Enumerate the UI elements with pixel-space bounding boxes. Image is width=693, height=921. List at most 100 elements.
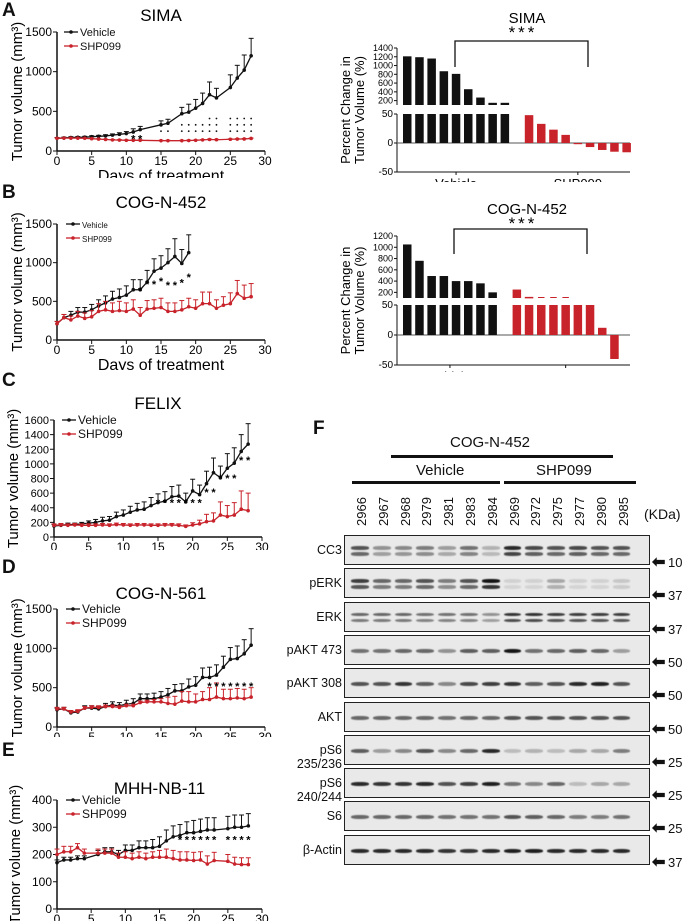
significance-dot [201,123,204,126]
bar-vehicle-lower [488,305,497,335]
blot-band [460,648,478,653]
blot-band [481,618,500,623]
blot-band [438,579,456,583]
data-point-shp099 [178,858,182,862]
x-tick-label: 0 [54,154,61,168]
data-point-vehicle [100,519,105,523]
data-point-vehicle [246,824,251,828]
data-point-shp099 [204,519,209,524]
data-point-vehicle [150,845,155,850]
data-point-shp099 [207,137,212,142]
data-point-vehicle [221,665,226,670]
x-tick-label: 15 [154,154,168,168]
significance-mark: * [163,497,168,509]
blot-band [351,546,369,550]
data-point-vehicle [235,656,240,661]
lane-label: 2968 [397,497,413,526]
blot-band [612,782,631,787]
blot-band [372,848,391,853]
bar-shp099-lower [524,305,534,335]
data-point-vehicle [93,520,98,525]
blot-band [416,815,435,820]
significance-mark: * [156,497,161,509]
blot-band [525,546,544,550]
data-point-vehicle [131,287,136,292]
significance-mark: * [191,497,196,509]
y-tick-label: 500 [32,294,52,308]
bar-shp099 [622,143,631,153]
data-point-shp099 [197,522,202,526]
blot-band [525,585,544,589]
data-point-shp099 [62,315,66,320]
significance-dot [236,123,239,126]
y-tick-label: 300 [32,820,52,834]
significance-mark: * [225,473,230,485]
bar-vehicle-upper [476,97,485,105]
blot-band [590,546,609,550]
significance-dot [215,130,218,133]
legend-label-shp099: SHP099 [80,41,121,53]
data-point-shp099 [152,306,156,311]
data-point-shp099 [166,701,170,706]
significance-dot [208,117,211,120]
x-axis-label: Days of treatment [98,357,225,370]
blot-band [438,648,456,653]
data-point-vehicle [117,132,122,137]
lane-label: 2985 [615,497,631,526]
blot-band [416,848,435,853]
significance-mark: * [235,681,240,693]
data-point-shp099 [239,862,244,867]
significance-mark: * [232,473,237,485]
y-tick-label: 1400 [25,430,49,442]
blot-band [481,748,500,753]
blot-band [503,748,522,753]
y-axis-label-line2: Tumor Volume (%) [352,56,367,164]
blot-band [590,782,609,787]
legend-label-vehicle: Vehicle [82,793,121,807]
bar-shp099 [573,143,583,145]
data-point-vehicle [138,287,142,292]
data-point-vehicle [144,845,148,850]
data-point-shp099 [144,856,148,861]
data-point-shp099 [128,523,133,528]
y-tick-label: 400 [32,793,52,807]
blot-band [372,612,391,617]
chart-title: COG-N-561 [116,584,207,603]
y-axis-label-line1: Percent Change in [340,247,353,355]
x-tick-label: 5 [85,540,92,550]
significance-mark: * [180,278,185,290]
data-point-vehicle [180,261,184,266]
lane-label: 2980 [593,497,609,526]
blot-band [438,682,456,687]
blot-band [351,782,369,787]
data-point-shp099 [89,315,94,319]
lane-label: 2975 [550,497,566,526]
data-point-shp099 [131,703,136,708]
blot-band [481,715,500,720]
x-tick-label: 30 [258,343,272,357]
significance-mark: * [246,455,251,467]
data-point-shp099 [242,296,246,301]
blot-band [394,552,413,556]
significance-mark: * [246,835,251,847]
significance-mark: * [218,473,223,485]
data-point-vehicle [232,825,237,830]
lane-label: 2967 [375,497,391,526]
x-axis-label: Days of treatment [98,168,225,178]
data-point-shp099 [145,307,149,311]
y-tick-label: 800 [31,474,49,486]
legend-label-vehicle: Vehicle [82,602,121,616]
blot-band [372,782,391,787]
significance-mark: * [233,835,238,847]
bar-vehicle-upper [415,57,424,105]
group-underline-shp099 [504,481,636,484]
legend-label-shp099: SHP099 [78,427,123,441]
data-point-shp099 [225,514,230,519]
data-point-shp099 [170,523,174,527]
data-point-vehicle [173,689,177,693]
legend-label-vehicle: Vehicle [80,27,115,39]
blot-title-underline [391,455,613,458]
blot-band [547,782,565,787]
blot-row-label: pAKT 473 [286,642,342,657]
